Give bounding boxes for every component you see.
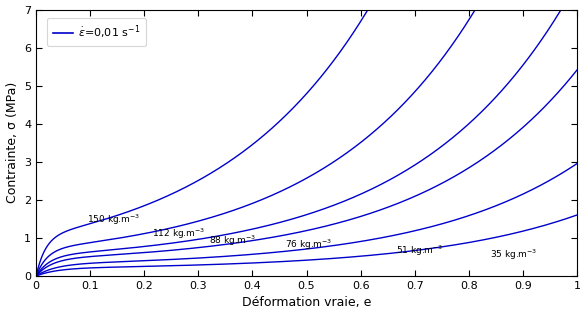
Text: 88 kg.m$^{-3}$: 88 kg.m$^{-3}$ bbox=[209, 234, 256, 248]
Text: 76 kg.m$^{-3}$: 76 kg.m$^{-3}$ bbox=[285, 238, 332, 252]
Text: 112 kg.m$^{-3}$: 112 kg.m$^{-3}$ bbox=[152, 226, 205, 241]
Text: 150 kg.m$^{-3}$: 150 kg.m$^{-3}$ bbox=[87, 213, 140, 227]
Text: 51 kg.m$^{-3}$: 51 kg.m$^{-3}$ bbox=[396, 244, 443, 258]
Y-axis label: Contrainte, σ (MPa): Contrainte, σ (MPa) bbox=[5, 82, 19, 203]
Legend: $\dot{\varepsilon}$=0,01 s$^{-1}$: $\dot{\varepsilon}$=0,01 s$^{-1}$ bbox=[47, 18, 146, 47]
X-axis label: Déformation vraie, e: Déformation vraie, e bbox=[242, 296, 371, 309]
Text: 35 kg.m$^{-3}$: 35 kg.m$^{-3}$ bbox=[490, 248, 537, 262]
